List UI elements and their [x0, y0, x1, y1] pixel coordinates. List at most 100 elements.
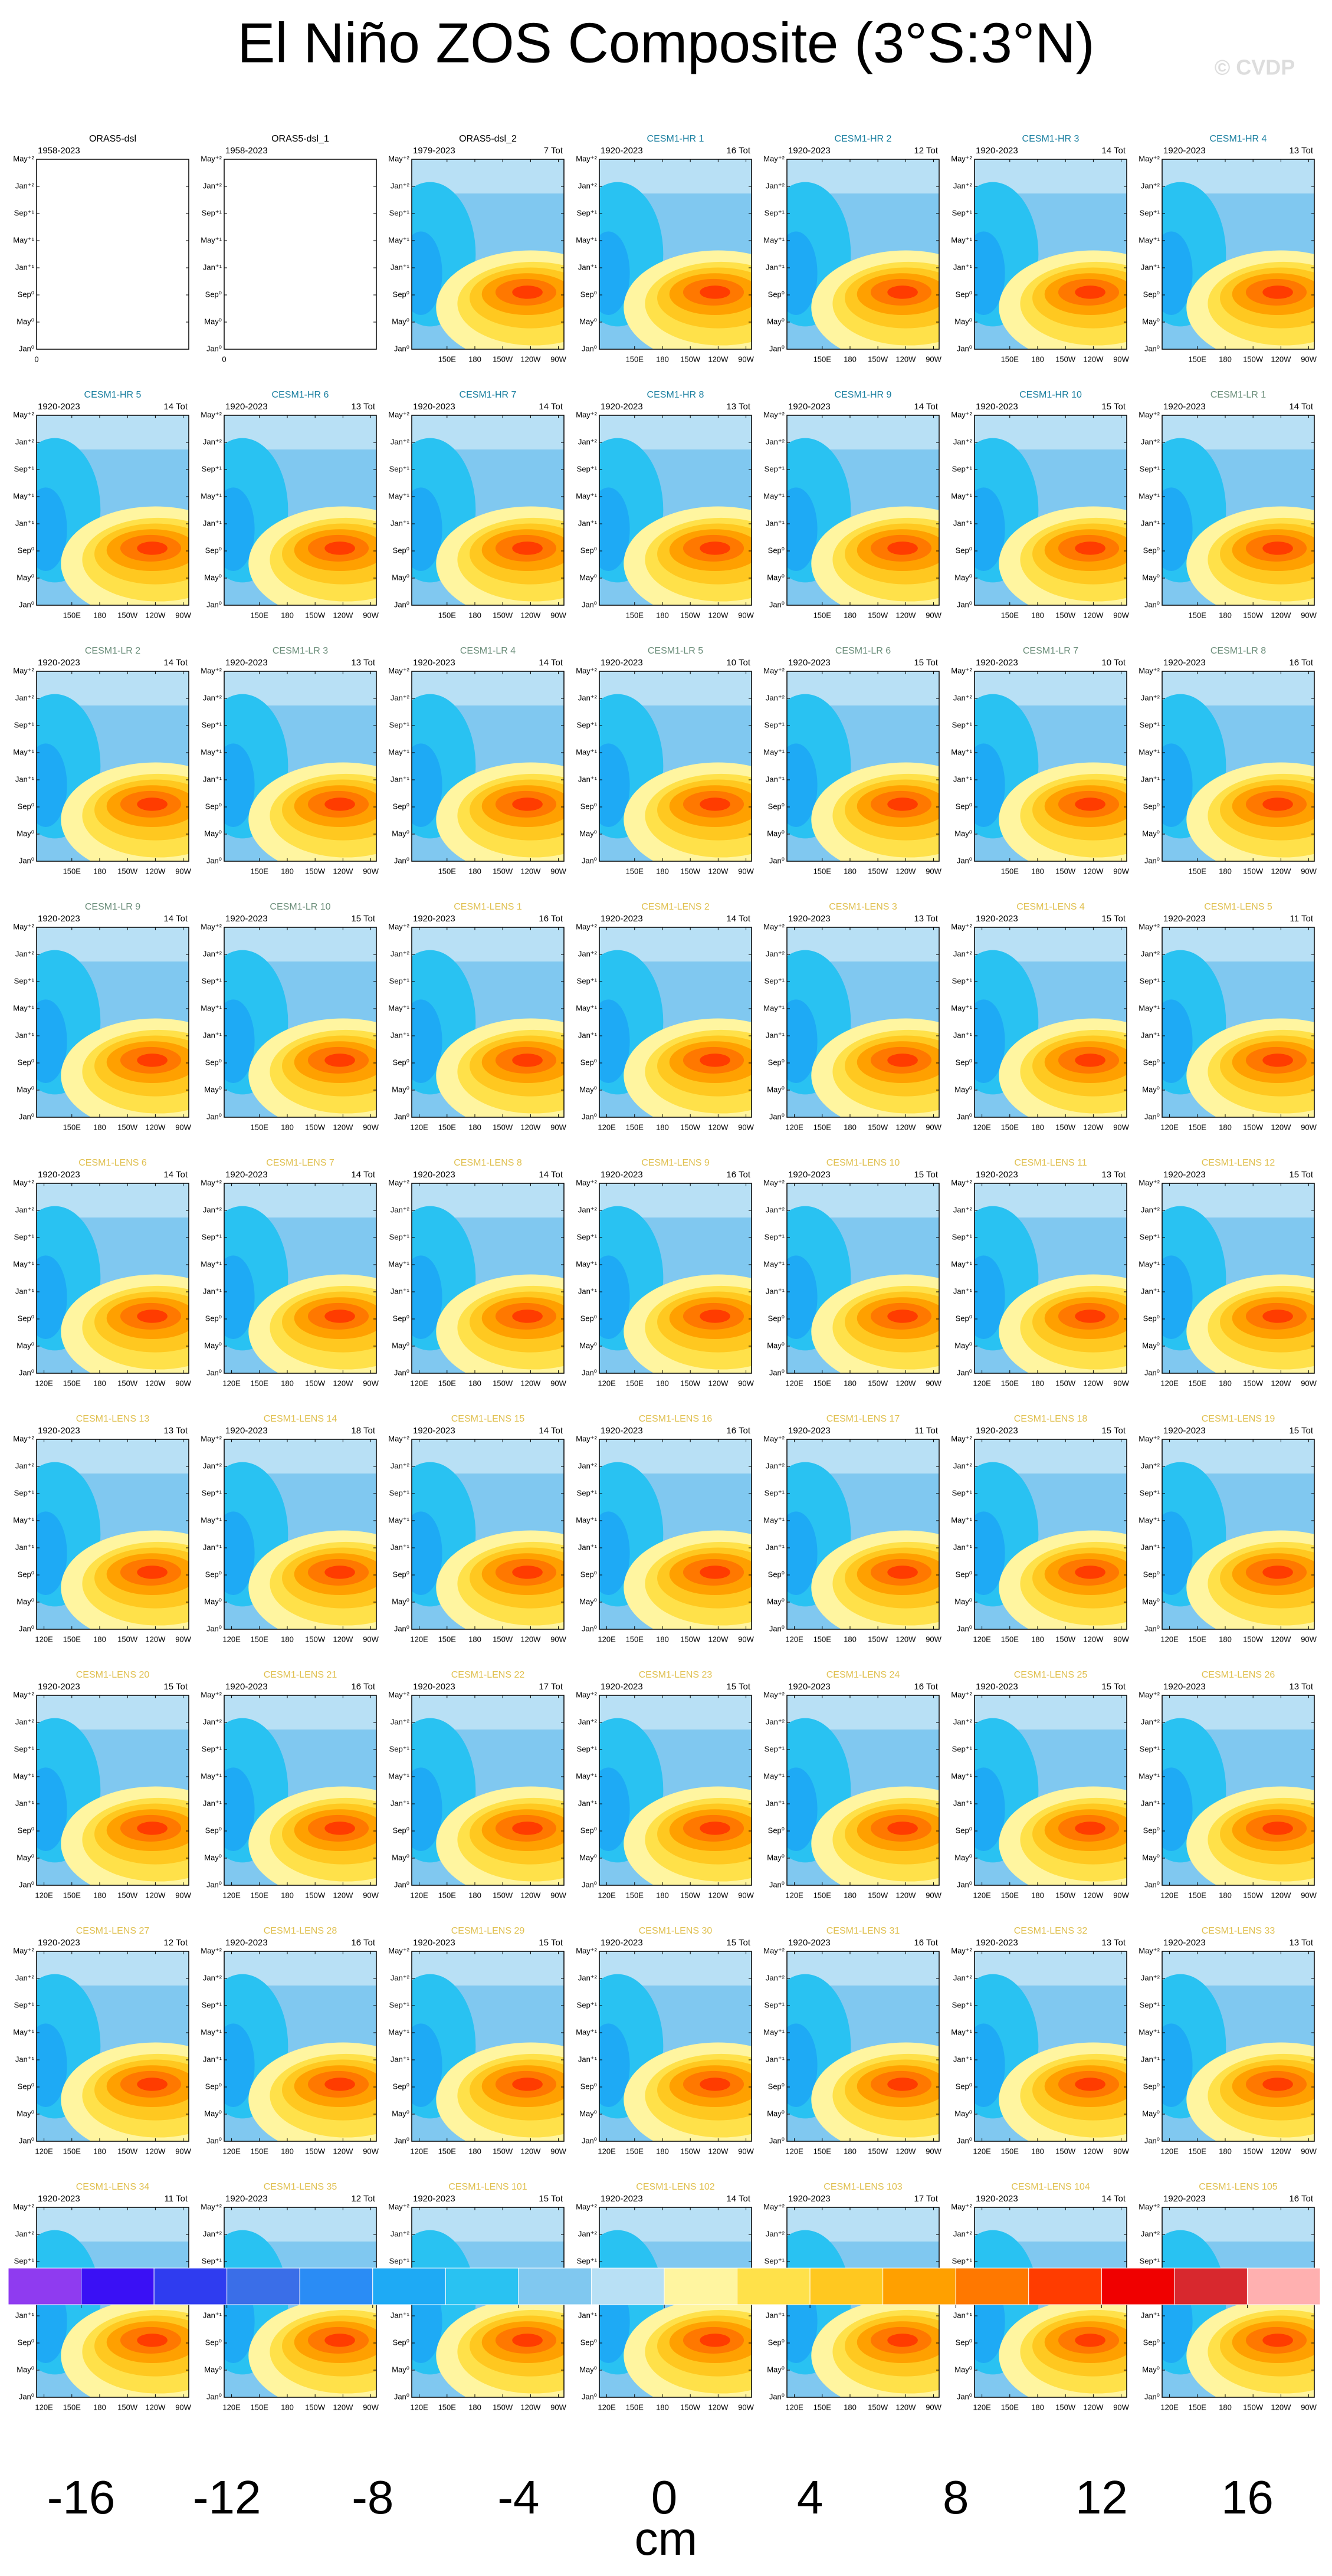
field-shading — [412, 487, 442, 572]
y-tick-label: Jan⁺¹ — [203, 1799, 222, 1807]
y-tick-label: May⁺¹ — [201, 1003, 222, 1012]
x-tick-label: 150E — [626, 2147, 644, 2155]
panel: CESM1-HR 6 1920-2023 13 Tot Jan⁰ May⁰ Sep⁰ Jan… — [201, 390, 379, 619]
panel: ORAS5-dsl_2 1979-2023 7 Tot Jan⁰ May⁰ Sep⁰ Jan… — [388, 134, 566, 363]
x-tick-label: 150E — [813, 611, 832, 619]
field-shading — [975, 159, 1127, 349]
x-tick-label: 120W — [520, 611, 541, 619]
y-tick-label: Jan⁺¹ — [15, 2055, 35, 2063]
y-tick-label: Sep⁰ — [956, 1570, 972, 1579]
y-tick-label: May⁺² — [763, 2202, 785, 2211]
y-tick-label: Sep⁰ — [393, 546, 409, 554]
y-tick-label: May⁺² — [201, 922, 222, 931]
colorbar-label: cm — [635, 2512, 698, 2565]
x-tick-label: 150W — [117, 1123, 138, 1131]
x-tick-label: 120E — [1160, 1891, 1179, 1899]
field-shading — [975, 1439, 1127, 1629]
y-tick-label: Jan⁺¹ — [203, 775, 222, 783]
y-tick-label: Sep⁺¹ — [14, 976, 35, 985]
y-tick-label: Sep⁰ — [580, 1570, 597, 1579]
x-tick-label: 120W — [520, 867, 541, 875]
panel-total: 15 Tot — [914, 658, 938, 668]
y-tick-label: Jan⁺¹ — [766, 1799, 785, 1807]
y-tick-label: Jan⁰ — [1144, 1368, 1160, 1377]
y-tick-label: May⁺² — [201, 1690, 222, 1699]
y-tick-label: Jan⁰ — [19, 1880, 34, 1889]
field-shading — [512, 286, 543, 299]
x-tick-label: 120W — [145, 1891, 166, 1899]
y-tick-label: May⁺¹ — [388, 747, 409, 756]
y-tick-label: Sep⁺¹ — [202, 1232, 222, 1241]
panel-title: ORAS5-dsl — [89, 134, 136, 144]
x-tick-label: 120E — [973, 2147, 991, 2155]
panel-total: 16 Tot — [539, 914, 563, 924]
x-tick-label: 180 — [656, 1891, 669, 1899]
y-tick-label: Jan⁰ — [394, 1368, 409, 1377]
y-tick-label: Jan⁺² — [1141, 1205, 1160, 1214]
y-tick-label: Sep⁰ — [956, 2082, 972, 2091]
x-tick-label: 120W — [520, 355, 541, 363]
x-tick-label: 150E — [626, 2403, 644, 2411]
panel-title: CESM1-LENS 104 — [1011, 2182, 1090, 2192]
y-tick-label: Jan⁺¹ — [578, 519, 598, 527]
x-tick-label: 150E — [1189, 867, 1207, 875]
x-tick-label: 180 — [1219, 1123, 1232, 1131]
x-tick-label: 120W — [145, 1123, 166, 1131]
x-tick-label: 150W — [680, 1379, 701, 1387]
x-tick-label: 180 — [844, 2147, 857, 2155]
panel: CESM1-LR 7 1920-2023 10 Tot Jan⁰ May⁰ Sep⁰ Jan… — [951, 646, 1129, 875]
panel-title: CESM1-LENS 4 — [1016, 902, 1085, 912]
field-shading — [137, 798, 168, 811]
field-shading — [1162, 1951, 1314, 2141]
panel: CESM1-LENS 13 1920-2023 13 Tot Jan⁰ May⁰ Sep⁰… — [13, 1414, 191, 1643]
y-tick-label: Jan⁺² — [15, 1461, 35, 1470]
x-tick-label: 120W — [708, 611, 729, 619]
x-tick-label: 120E — [598, 1123, 616, 1131]
y-tick-label: Sep⁰ — [1143, 1314, 1160, 1323]
panel-total: 15 Tot — [163, 1682, 188, 1692]
field-shading — [1162, 415, 1314, 605]
panel-years: 1920-2023 — [1163, 658, 1206, 668]
y-tick-label: May⁰ — [204, 1085, 222, 1094]
y-tick-label: May⁰ — [1142, 829, 1160, 838]
panel-total: 15 Tot — [1289, 1170, 1313, 1180]
x-tick-label: 180 — [1031, 355, 1044, 363]
field-shading — [599, 415, 752, 605]
field-shading — [975, 999, 1005, 1084]
y-tick-label: Jan⁰ — [206, 2136, 222, 2145]
y-tick-label: Sep⁺¹ — [765, 1488, 785, 1497]
x-tick-label: 180 — [656, 867, 669, 875]
y-tick-label: May⁺² — [201, 154, 222, 163]
x-tick-label: 150W — [680, 1123, 701, 1131]
y-tick-label: May⁺² — [388, 2202, 409, 2211]
x-tick-label: 150W — [305, 2147, 326, 2155]
field-shading — [37, 1511, 67, 1596]
panel-frame — [224, 671, 377, 862]
panel-frame — [786, 1439, 940, 1630]
panel-total: 12 Tot — [163, 1938, 188, 1948]
panel-frame — [786, 1183, 940, 1374]
field-shading — [787, 1255, 818, 1340]
panel-frame — [1162, 927, 1315, 1118]
panel-title: CESM1-LENS 12 — [1202, 1158, 1275, 1168]
panel-years: 1920-2023 — [601, 1170, 643, 1180]
y-tick-label: May⁺¹ — [1139, 491, 1160, 500]
x-tick-label: 150E — [1001, 867, 1019, 875]
x-tick-label: 180 — [656, 1635, 669, 1643]
field-shading — [1262, 1822, 1293, 1835]
x-tick-label: 150E — [1189, 2403, 1207, 2411]
y-tick-label: May⁺¹ — [201, 1259, 222, 1268]
panel: CESM1-LENS 1 1920-2023 16 Tot Jan⁰ May⁰ Sep⁰ J… — [388, 902, 566, 1131]
colorbar-box — [8, 2267, 82, 2305]
y-tick-label: Jan⁺¹ — [578, 2311, 598, 2319]
field-shading — [975, 2023, 1005, 2108]
y-tick-label: May⁺² — [576, 666, 597, 675]
y-tick-label: Sep⁰ — [18, 2082, 34, 2091]
panel-years: 1920-2023 — [225, 1682, 268, 1692]
x-tick-label: 120E — [785, 1891, 803, 1899]
x-tick-label: 120W — [895, 1635, 916, 1643]
y-tick-label: May⁺² — [13, 1434, 34, 1443]
x-tick-label: 150E — [813, 867, 832, 875]
x-tick-label: 120E — [785, 2403, 803, 2411]
